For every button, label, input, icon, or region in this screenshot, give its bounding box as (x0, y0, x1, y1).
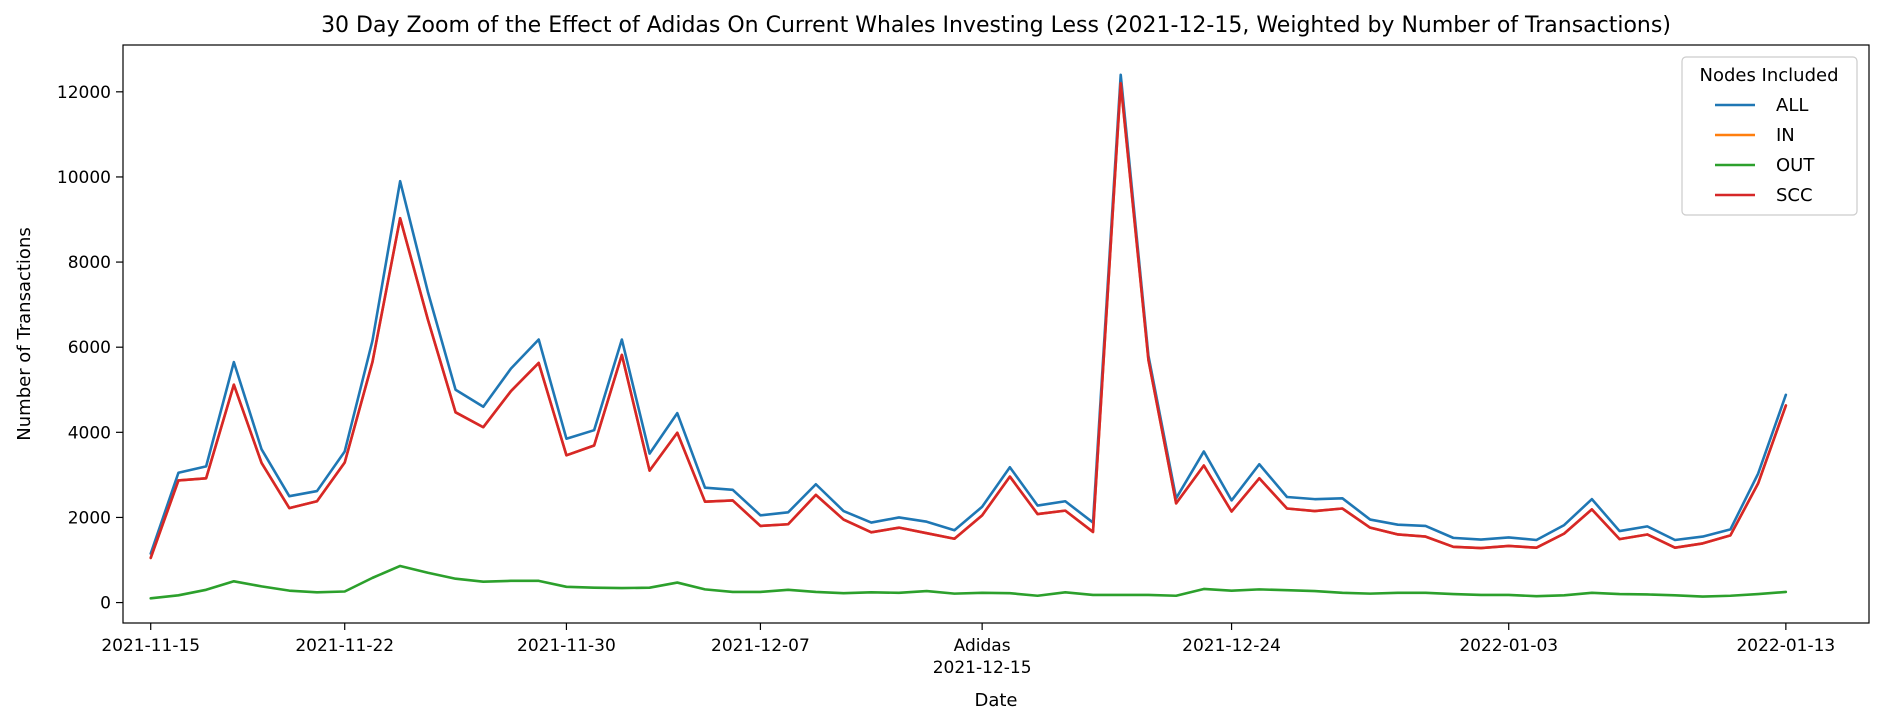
x-tick-label: 2021-11-22 (295, 636, 394, 656)
series-line-all (149, 73, 1788, 555)
y-tick-label: 2000 (68, 508, 111, 528)
x-axis: 2021-11-15 2021-11-22 2021-11-30 2021-12-07… (101, 623, 1835, 678)
series-lines (149, 73, 1788, 600)
y-tick-label: 4000 (68, 423, 111, 443)
x-tick-label: 2021-11-30 (517, 636, 616, 656)
legend-label-out: OUT (1776, 155, 1815, 176)
y-axis: 0 2000 4000 6000 8000 10000 12000 (57, 83, 123, 614)
y-tick-label: 10000 (57, 168, 111, 188)
y-axis-label: Number of Transactions (14, 227, 35, 440)
x-tick-label: 2021-12-24 (1182, 636, 1281, 656)
y-tick-label: 6000 (68, 338, 111, 358)
series-line-in (149, 82, 1788, 560)
plot-frame (122, 44, 1870, 624)
legend-title: Nodes Included (1699, 65, 1838, 86)
legend-items: ALL IN OUT SCC (1715, 95, 1815, 206)
chart-title: 30 Day Zoom of the Effect of Adidas On C… (321, 13, 1671, 38)
event-date-label: 2021-12-15 (933, 658, 1032, 678)
x-tick-label: Adidas (954, 636, 1011, 656)
y-tick-label: 0 (100, 594, 111, 614)
x-axis-label: Date (974, 690, 1017, 711)
x-tick-label: 2022-01-13 (1736, 636, 1835, 656)
x-tick-label: 2022-01-03 (1459, 636, 1558, 656)
x-tick-label: 2021-11-15 (101, 636, 200, 656)
legend-box (1681, 56, 1858, 216)
legend-label-all: ALL (1776, 95, 1808, 116)
legend-label-in: IN (1776, 125, 1795, 146)
series-line-out (149, 564, 1788, 600)
x-tick-label: 2021-12-07 (711, 636, 810, 656)
legend-label-scc: SCC (1776, 185, 1813, 206)
y-tick-label: 12000 (57, 83, 111, 103)
y-tick-label: 8000 (68, 253, 111, 273)
series-line-scc (149, 82, 1788, 560)
legend: Nodes Included ALL IN OUT SCC (1681, 56, 1858, 216)
